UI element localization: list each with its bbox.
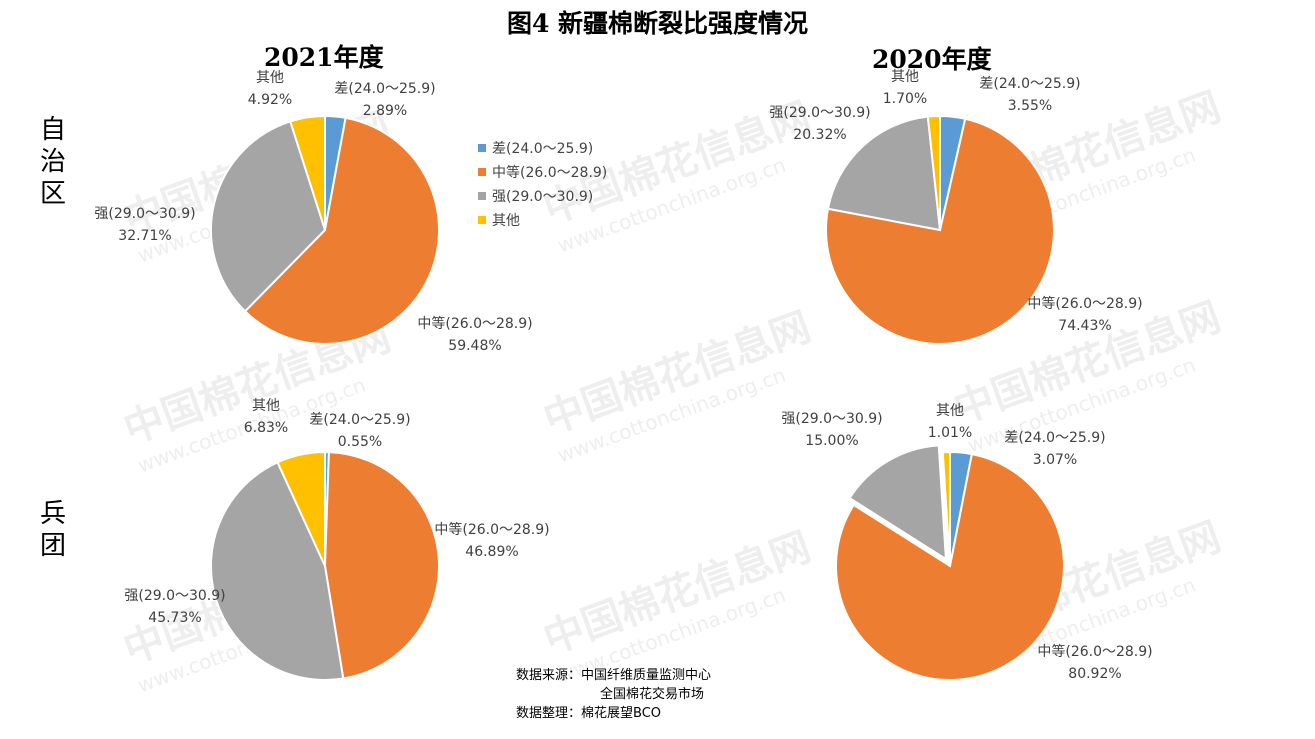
column-title-2021: 2021年度 — [264, 43, 384, 72]
slice-label: 差(24.0～25.9) — [979, 76, 1080, 92]
slice-label: 差(24.0～25.9) — [1004, 430, 1105, 446]
row-label-region: 自治区 — [40, 115, 67, 209]
slice-percent: 1.70% — [883, 91, 927, 107]
source-line: 数据整理：棉花展望BCO — [516, 706, 661, 721]
slice-percent: 3.55% — [1008, 98, 1052, 114]
legend-item: 强(29.0～30.9) — [478, 184, 607, 208]
slice-label: 其他 — [891, 69, 919, 85]
slice-percent: 59.48% — [448, 338, 501, 354]
legend-label: 差(24.0～25.9) — [492, 141, 594, 157]
source-line: 全国棉花交易市场 — [600, 687, 705, 702]
slice-percent: 20.32% — [793, 127, 846, 143]
legend-swatch — [478, 192, 486, 200]
slice-percent: 46.89% — [465, 544, 518, 560]
pie-slice — [323, 451, 440, 680]
slice-percent: 1.01% — [928, 425, 972, 441]
pie-slice — [825, 117, 1055, 345]
pie-slice — [210, 461, 345, 681]
slice-percent: 3.07% — [1033, 452, 1077, 468]
column-title-2020: 2020年度 — [872, 45, 992, 74]
pie-slice — [926, 114, 941, 231]
slice-label: 其他 — [256, 70, 284, 86]
legend-swatch — [478, 168, 486, 176]
slice-label: 差(24.0～25.9) — [334, 81, 435, 97]
pie-slice — [826, 115, 942, 232]
slice-label: 中等(26.0～28.9) — [1037, 643, 1152, 660]
slice-label: 强(29.0～30.9) — [124, 588, 225, 604]
data-source-note: 数据来源：中国纤维质量监测中心 全国棉花交易市场 数据整理：棉花展望BCO — [516, 666, 711, 723]
legend-item: 其他 — [478, 208, 607, 232]
legend-label: 中等(26.0～28.9) — [492, 165, 608, 181]
slice-percent: 80.92% — [1068, 666, 1121, 682]
legend: 差(24.0～25.9) 中等(26.0～28.9) 强(29.0～30.9) … — [478, 136, 607, 232]
slice-label: 差(24.0～25.9) — [309, 412, 410, 428]
slice-percent: 0.55% — [338, 434, 382, 450]
legend-item: 差(24.0～25.9) — [478, 136, 607, 160]
row-label-corps: 兵团 — [40, 499, 67, 561]
source-line: 数据来源：中国纤维质量监测中心 — [516, 668, 712, 683]
slice-percent: 6.83% — [244, 420, 288, 436]
legend-swatch — [478, 144, 486, 152]
slice-percent: 2.89% — [363, 103, 407, 119]
slice-percent: 15.00% — [805, 433, 858, 449]
slice-percent: 32.71% — [118, 228, 171, 244]
slice-label: 强(29.0～30.9) — [781, 411, 882, 427]
slice-label: 中等(26.0～28.9) — [434, 521, 549, 538]
pie-slice — [210, 120, 327, 313]
pie-slice — [289, 114, 326, 231]
slice-percent: 45.73% — [148, 610, 201, 626]
pie-slice — [835, 452, 1065, 681]
slice-label: 中等(26.0～28.9) — [417, 315, 532, 332]
slice-percent: 74.43% — [1058, 318, 1111, 334]
pie-slice — [276, 450, 326, 567]
chart-main-title: 图4 新疆棉断裂比强度情况 — [506, 9, 809, 38]
legend-label: 强(29.0～30.9) — [492, 189, 594, 205]
slice-label: 其他 — [936, 403, 964, 419]
legend-item: 中等(26.0～28.9) — [478, 160, 607, 184]
legend-label: 其他 — [492, 213, 520, 229]
slice-label: 中等(26.0～28.9) — [1027, 295, 1142, 312]
slice-label: 其他 — [252, 398, 280, 414]
slice-label: 强(29.0～30.9) — [94, 206, 195, 222]
pie-slice — [848, 444, 948, 562]
legend-swatch — [478, 216, 486, 224]
slice-label: 强(29.0～30.9) — [769, 105, 870, 121]
pie-slice — [243, 116, 440, 345]
slice-percent: 4.92% — [248, 92, 292, 108]
pie-slice — [941, 450, 951, 567]
